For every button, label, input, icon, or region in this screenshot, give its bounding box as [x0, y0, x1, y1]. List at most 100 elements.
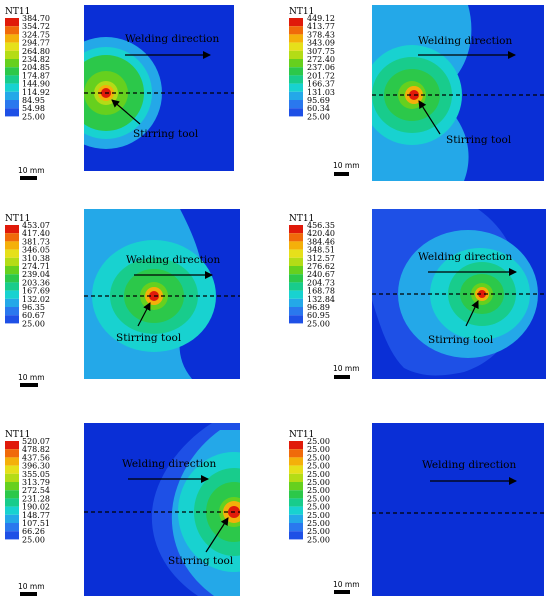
legend-value: 453.07 — [22, 221, 50, 230]
legend-value: 378.43 — [307, 30, 335, 39]
legend-value: 60.95 — [307, 311, 330, 320]
legend-swatch — [5, 282, 19, 291]
legend-swatch — [5, 490, 19, 499]
legend-swatch — [5, 100, 19, 109]
legend-swatch — [289, 34, 303, 43]
legend-values: 25.0025.0025.0025.0025.0025.0025.0025.00… — [307, 437, 330, 544]
welding-direction-label: Welding direction — [122, 458, 217, 470]
legend-value: 25.00 — [307, 112, 330, 121]
legend-swatch — [289, 241, 303, 250]
scale-bar-label: 10 mm — [18, 373, 45, 382]
legend-swatch — [289, 298, 303, 307]
legend-title: NT11 — [289, 430, 314, 440]
legend-swatch — [5, 498, 19, 507]
legend-value: 204.85 — [22, 63, 50, 72]
scale-bar — [334, 172, 349, 176]
contour-plot-a — [84, 5, 234, 171]
legend-swatch — [289, 18, 303, 27]
legend-value: 234.82 — [22, 55, 50, 64]
stirring-tool-arrow — [137, 302, 151, 327]
panel-e: NT11 520.07478.82437.56396.30355.05313.7… — [5, 423, 240, 596]
legend-value: 25.00 — [307, 486, 330, 495]
legend-swatch — [5, 506, 19, 515]
legend-swatch — [289, 506, 303, 515]
legend-value: 204.73 — [307, 278, 335, 287]
legend-values: 449.12413.77378.43343.09307.75272.40237.… — [307, 14, 335, 121]
legend-swatch — [289, 59, 303, 68]
legend-value: 240.67 — [307, 270, 335, 279]
legend-f: NT11 25.0025.0025.0025.0025.0025.0025.00… — [289, 430, 330, 544]
legend-value: 25.00 — [307, 470, 330, 479]
scale-bar-label: 10 mm — [333, 364, 360, 373]
legend-value: 231.28 — [22, 494, 50, 503]
legend-title: NT11 — [5, 214, 30, 224]
legend-value: 237.06 — [307, 63, 335, 72]
contour-plot-b — [372, 5, 544, 181]
legend-value: 313.79 — [22, 478, 50, 487]
stirring-tool-label: Stirring tool — [446, 134, 512, 146]
legend-swatch — [289, 26, 303, 35]
stirring-tool-arrow — [465, 300, 479, 327]
legend-swatch — [5, 465, 19, 474]
legend-swatch — [289, 75, 303, 84]
legend-swatch — [289, 100, 303, 109]
panel-b: NT11 449.12413.77378.43343.09307.75272.4… — [289, 5, 544, 181]
legend-swatch — [5, 531, 19, 540]
legend-value: 25.00 — [22, 535, 45, 544]
legend-swatch — [5, 42, 19, 51]
legend-value: 144.90 — [22, 80, 50, 89]
legend-values: 453.07417.40381.73346.05310.38274.71239.… — [22, 221, 50, 328]
legend-values: 384.70354.72324.75294.77264.80234.82204.… — [22, 14, 50, 121]
legend-swatch — [5, 59, 19, 68]
stirring-tool-label: Stirring tool — [428, 334, 494, 346]
stirring-tool-arrow — [111, 99, 141, 125]
legend-value: 25.00 — [307, 319, 330, 328]
legend-value: 131.03 — [307, 88, 335, 97]
legend-value: 114.92 — [22, 88, 50, 97]
legend-swatch — [289, 290, 303, 299]
legend-swatch — [289, 50, 303, 59]
panel-d: NT11 456.35420.40384.46348.51312.57276.6… — [289, 209, 546, 379]
legend-value: 324.75 — [22, 30, 50, 39]
legend-value: 384.46 — [307, 237, 335, 246]
legend-value: 66.26 — [22, 527, 45, 536]
scale-bar — [20, 592, 37, 596]
legend-value: 25.00 — [307, 519, 330, 528]
legend-swatch — [289, 225, 303, 234]
legend-value: 478.82 — [22, 445, 50, 454]
legend-swatch — [289, 315, 303, 324]
scale-bar — [334, 375, 350, 379]
legend-value: 449.12 — [307, 14, 335, 23]
legend-swatch — [289, 465, 303, 474]
welding-direction-label: Welding direction — [418, 251, 513, 263]
legend-swatch — [5, 75, 19, 84]
legend-value: 25.00 — [307, 535, 330, 544]
legend-value: 25.00 — [307, 511, 330, 520]
stirring-tool-arrow — [418, 100, 441, 135]
legend-d: NT11 456.35420.40384.46348.51312.57276.6… — [289, 214, 335, 328]
legend-value: 96.35 — [22, 303, 45, 312]
panel-a: NT11 384.70354.72324.75294.77264.80234.8… — [5, 5, 234, 180]
legend-swatch — [5, 441, 19, 450]
legend-value: 264.80 — [22, 47, 50, 56]
legend-value: 346.05 — [22, 246, 50, 255]
contour-plot-c — [84, 209, 240, 379]
legend-swatch — [5, 482, 19, 491]
scale-bar-label: 10 mm — [333, 161, 360, 170]
legend-value: 96.89 — [307, 303, 330, 312]
legend-value: 60.34 — [307, 104, 330, 113]
legend-value: 354.72 — [22, 22, 50, 31]
legend-swatch — [5, 91, 19, 100]
legend-swatch — [289, 498, 303, 507]
legend-c: NT11 453.07417.40381.73346.05310.38274.7… — [5, 214, 50, 328]
welding-direction-label: Welding direction — [125, 33, 220, 45]
legend-swatch — [289, 282, 303, 291]
legend-swatches — [5, 18, 19, 117]
legend-value: 520.07 — [22, 437, 50, 446]
legend-value: 437.56 — [22, 453, 50, 462]
legend-value: 384.70 — [22, 14, 50, 23]
legend-swatch — [289, 266, 303, 275]
legend-swatch — [5, 67, 19, 76]
legend-value: 190.02 — [22, 503, 50, 512]
legend-swatch — [289, 307, 303, 316]
